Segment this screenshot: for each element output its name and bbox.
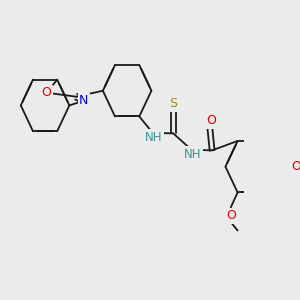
Text: O: O bbox=[291, 160, 300, 173]
Text: O: O bbox=[206, 114, 216, 127]
Text: N: N bbox=[79, 94, 88, 107]
Text: NH: NH bbox=[184, 148, 201, 161]
Text: O: O bbox=[226, 209, 236, 222]
Text: S: S bbox=[169, 97, 177, 110]
Text: NH: NH bbox=[145, 131, 163, 144]
Text: O: O bbox=[42, 86, 52, 99]
